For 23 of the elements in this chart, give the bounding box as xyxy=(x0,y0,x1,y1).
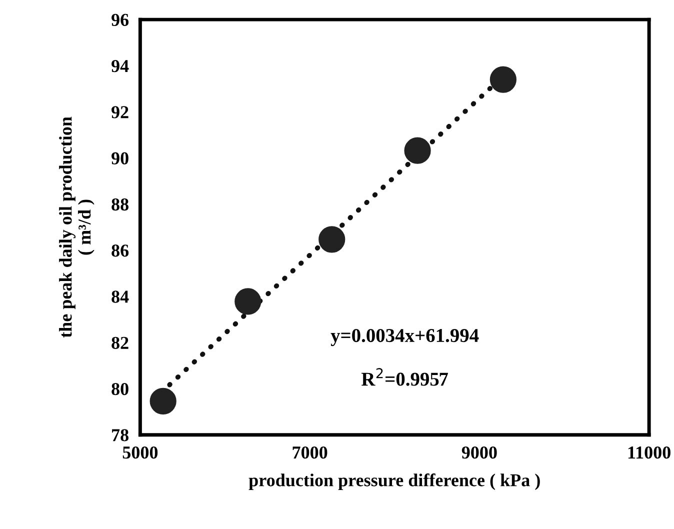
point xyxy=(234,288,262,315)
x-tick-label: 5000 xyxy=(122,446,158,459)
point xyxy=(490,66,516,93)
y-tick-label: 94 xyxy=(112,60,129,72)
y-tick-label: 96 xyxy=(112,14,129,26)
y-tick-label: 92 xyxy=(112,106,128,118)
y-tick-label: 86 xyxy=(112,244,129,257)
x-tick-label: 9000 xyxy=(462,446,497,459)
point xyxy=(150,388,176,414)
x-tick-label: 7000 xyxy=(292,446,328,459)
point xyxy=(404,137,431,164)
y-tick-label: 88 xyxy=(112,198,128,211)
annotation: y=0.0034x+61.994 xyxy=(330,328,479,346)
x-axis-title: production pressure difference ( kPa ) xyxy=(248,473,540,490)
y-tick-label: 78 xyxy=(112,429,128,442)
annotation: R$^{2}$=0.9957 xyxy=(361,368,448,386)
x-tick-label: 11000 xyxy=(628,446,670,459)
y-tick-label: 82 xyxy=(112,336,128,349)
y-tick-label: 80 xyxy=(112,382,128,396)
point xyxy=(318,226,346,253)
y-tick-label: 90 xyxy=(112,152,128,164)
y-tick-label: 84 xyxy=(112,290,129,303)
y-axis-title: the peak daily oil production ( m³/d ) xyxy=(59,116,94,338)
